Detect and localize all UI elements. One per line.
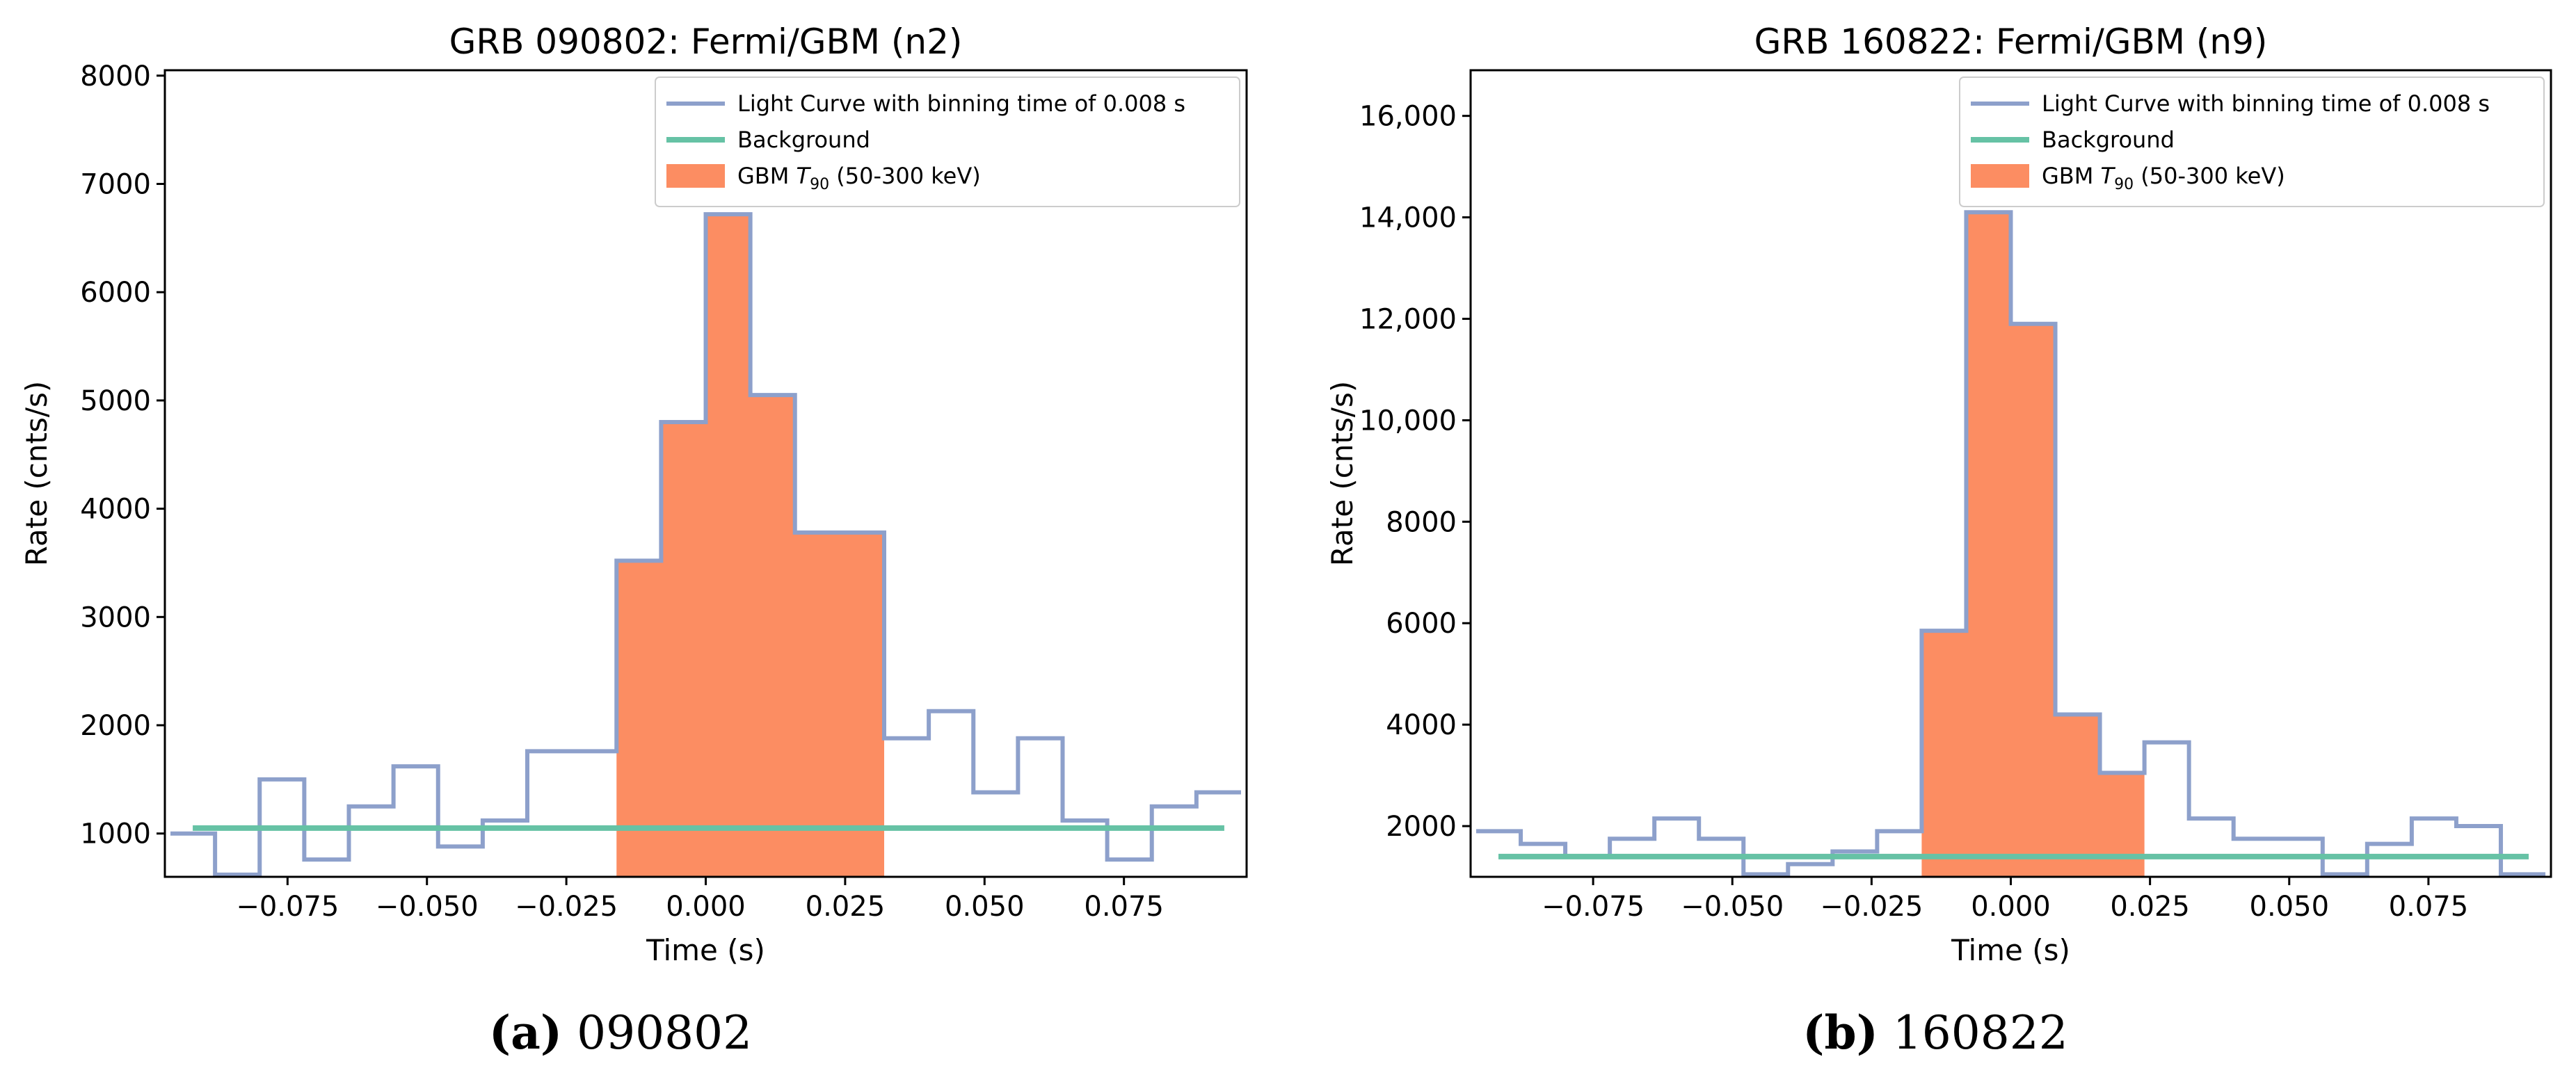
y-tick-label: 4000	[1386, 709, 1457, 741]
x-tick-label: 0.050	[2250, 891, 2330, 923]
legend-t90-symbol: T	[797, 163, 812, 189]
x-tick-label: 0.050	[945, 891, 1025, 923]
legend-box	[655, 76, 1240, 207]
x-axis-label: Time (s)	[1951, 933, 2070, 967]
x-tick-label: −0.050	[376, 891, 479, 923]
caption: (a) 090802	[489, 1005, 752, 1060]
y-tick-label: 2000	[80, 710, 151, 742]
y-tick-label: 5000	[80, 385, 151, 417]
legend-t90-symbol: T	[2101, 163, 2116, 189]
y-tick-label: 7000	[80, 168, 151, 200]
x-tick-label: 0.025	[806, 891, 886, 923]
t90-region	[1921, 212, 2145, 877]
caption-text: 160822	[1878, 1006, 2068, 1060]
caption-label: (a)	[489, 1005, 562, 1060]
x-tick-label: 0.000	[1971, 891, 2051, 923]
legend-label-background: Background	[2042, 127, 2175, 153]
x-tick-label: −0.025	[1820, 891, 1923, 923]
y-tick-label: 8000	[80, 60, 151, 92]
caption-label: (b)	[1802, 1005, 1878, 1060]
plot-area	[170, 212, 1241, 877]
legend-label-light-curve: Light Curve with binning time of 0.008 s	[737, 90, 1185, 117]
legend-box	[1959, 76, 2545, 207]
y-tick-label: 6000	[1386, 608, 1457, 640]
legend: Light Curve with binning time of 0.008 s…	[655, 76, 1240, 207]
legend-t90-subscript: 90	[2114, 176, 2134, 193]
plot-area	[1476, 210, 2545, 877]
x-tick-label: 0.075	[1084, 891, 1164, 923]
x-tick-label: −0.050	[1681, 891, 1784, 923]
caption-text: 090802	[562, 1006, 752, 1060]
caption: (b) 160822	[1802, 1005, 2068, 1060]
chart-title: GRB 090802: Fermi/GBM (n2)	[449, 22, 963, 62]
legend-t90-subscript: 90	[810, 176, 829, 193]
y-tick-label: 3000	[80, 601, 151, 633]
y-tick-label: 2000	[1386, 811, 1457, 843]
chart-title: GRB 160822: Fermi/GBM (n9)	[1754, 22, 2268, 62]
y-tick-label: 1000	[80, 818, 151, 850]
legend-swatch-t90	[666, 164, 725, 188]
x-tick-label: −0.025	[515, 891, 618, 923]
x-tick-label: 0.075	[2389, 891, 2469, 923]
x-tick-label: 0.025	[2110, 891, 2190, 923]
legend-label-t90: GBM T90 (50-300 keV)	[737, 163, 981, 193]
t90-region	[616, 214, 884, 877]
x-tick-label: 0.000	[666, 891, 746, 923]
legend: Light Curve with binning time of 0.008 s…	[1959, 76, 2545, 207]
panel-b: −0.075 −0.050 −0.025 0.000 0.025 0.050 0.075 20…	[1325, 22, 2552, 1060]
legend-swatch-t90	[1971, 164, 2029, 188]
x-axis-label: Time (s)	[646, 933, 765, 967]
y-tick-label: 12,000	[1359, 303, 1457, 335]
light-curve-line	[170, 212, 1241, 877]
x-tick-label: −0.075	[1542, 891, 1645, 923]
y-tick-label: 4000	[80, 494, 151, 526]
light-curve-line	[1476, 210, 2545, 877]
legend-t90-suffix: (50-300 keV)	[2134, 163, 2285, 189]
legend-t90-prefix: GBM	[2042, 163, 2101, 189]
x-tick-label: −0.075	[236, 891, 339, 923]
legend-label-t90: GBM T90 (50-300 keV)	[2042, 163, 2285, 193]
y-tick-label: 16,000	[1359, 101, 1457, 133]
legend-label-light-curve: Light Curve with binning time of 0.008 s	[2042, 90, 2490, 117]
legend-t90-prefix: GBM	[737, 163, 797, 189]
legend-t90-suffix: (50-300 keV)	[829, 163, 981, 189]
y-tick-label: 8000	[1386, 506, 1457, 538]
panel-a: −0.075 −0.050 −0.025 0.000 0.025 0.050 0.075 10…	[19, 22, 1248, 1060]
y-tick-label: 10,000	[1359, 405, 1457, 437]
legend-label-background: Background	[737, 127, 870, 153]
y-tick-label: 6000	[80, 277, 151, 309]
y-tick-label: 14,000	[1359, 202, 1457, 234]
y-axis-label: Rate (cnts/s)	[19, 381, 54, 567]
y-axis-label: Rate (cnts/s)	[1325, 381, 1359, 567]
